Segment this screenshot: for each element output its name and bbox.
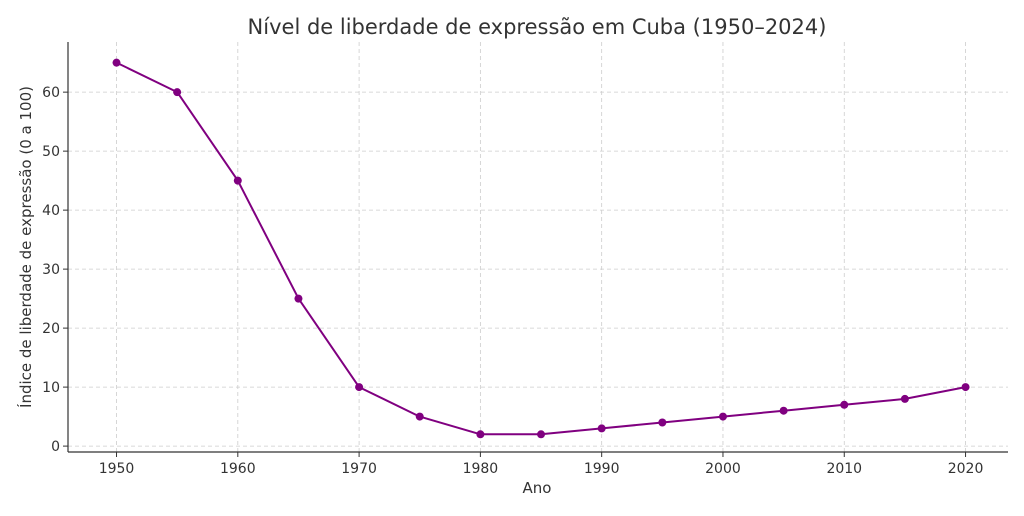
axes: 1950 1960 1970 1980 1990 2000 2010 2020 0 10 20 30 4… [42,42,1008,477]
data-point [355,383,364,392]
x-tick-label: 2020 [948,461,984,477]
chart-title: Nível de liberdade de expressão em Cuba … [248,15,827,39]
data-point [294,294,303,303]
x-tick-label: 2010 [826,461,862,477]
data-point [900,394,909,403]
data-point [537,430,546,439]
x-tick-label: 1990 [584,461,620,477]
series-line [116,61,966,436]
x-axis-label: Ano [523,479,552,497]
y-tick-label: 0 [51,439,60,455]
data-point [476,430,485,439]
data-point [840,400,849,409]
x-tick-label: 1950 [99,461,135,477]
data-point [658,418,667,427]
data-point [415,412,424,421]
y-tick-label: 20 [42,321,60,337]
data-point [233,176,242,185]
data-point [779,406,788,415]
series [112,58,970,439]
x-tick-label: 1960 [220,461,256,477]
x-tick-label: 1980 [463,461,499,477]
y-tick-label: 30 [42,262,60,278]
x-tick-label: 2000 [705,461,741,477]
data-point [112,58,121,67]
x-tick-label: 1970 [341,461,377,477]
y-tick-label: 60 [42,85,60,101]
y-tick-label: 40 [42,203,60,219]
y-axis-label: Índice de liberdade de expressão (0 a 10… [16,86,35,408]
data-point [961,383,970,392]
data-point [597,424,606,433]
y-tick-label: 50 [42,144,60,160]
y-tick-label: 10 [42,380,60,396]
data-point [718,412,727,421]
grid [68,42,1008,452]
data-point [173,88,182,97]
